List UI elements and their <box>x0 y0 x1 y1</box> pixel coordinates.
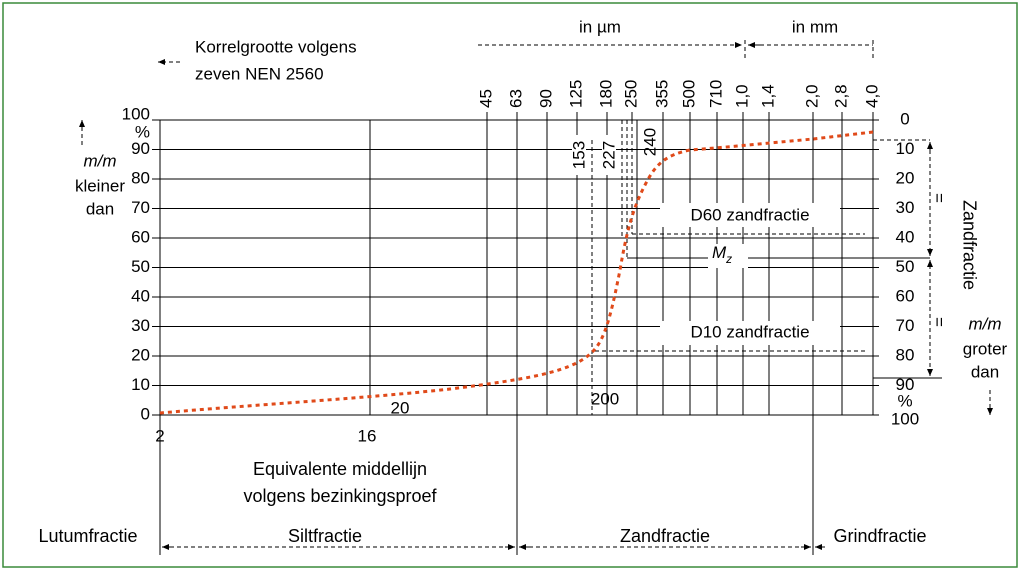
fraction-label: Siltfractie <box>288 526 362 546</box>
d10-label: D10 zandfractie <box>690 322 809 341</box>
fraction-label: Zandfractie <box>620 526 710 546</box>
inner-tick-label: 20 <box>391 398 410 417</box>
right-tick-label: 80 <box>896 345 915 364</box>
d227-label: 227 <box>599 141 618 169</box>
right-tick-label: 40 <box>896 227 915 246</box>
d153-label: 153 <box>569 141 588 169</box>
top-tick-label: 125 <box>566 80 585 108</box>
top-tick-label: 2,8 <box>831 84 850 108</box>
top-tick-label: 710 <box>706 80 725 108</box>
d240-label: 240 <box>640 128 659 156</box>
right-tick-label: 60 <box>896 286 915 305</box>
right-tick-label: 70 <box>896 316 915 335</box>
top-tick-label: 45 <box>476 89 495 108</box>
left-caption: m/m <box>83 151 116 170</box>
top-tick-label: 250 <box>621 80 640 108</box>
top-tick-label: 63 <box>506 89 525 108</box>
bottom-caption: Equivalente middellijn <box>253 459 427 479</box>
left-caption: kleiner <box>75 176 125 195</box>
right-caption: dan <box>971 362 999 381</box>
sieve-title: zeven NEN 2560 <box>195 64 324 83</box>
right-tick-label: 30 <box>896 198 915 217</box>
right-tick-label: 50 <box>896 257 915 276</box>
top-tick-label: 1,0 <box>732 84 751 108</box>
bottom-caption: volgens bezinkingsproef <box>243 486 437 506</box>
left-tick-label: 100 <box>122 104 150 123</box>
mz-sub: z <box>725 252 732 266</box>
right-tick-label: % <box>897 391 912 410</box>
mm-label: in mm <box>792 17 838 36</box>
mz-label: Mz <box>712 243 732 266</box>
left-tick-label: % <box>135 122 150 141</box>
inner-tick-label: 200 <box>591 389 619 408</box>
label-bg <box>708 244 748 268</box>
label-bg <box>572 135 586 175</box>
grid <box>152 112 879 416</box>
right-tick-label: 100 <box>891 409 919 428</box>
top-tick-label: 1,4 <box>758 84 777 108</box>
left-tick-label: 20 <box>131 345 150 364</box>
left-tick-label: 30 <box>131 316 150 335</box>
top-tick-label: 180 <box>596 80 615 108</box>
equal-mark: = <box>930 317 949 327</box>
right-tick-label: 10 <box>896 139 915 158</box>
right-caption: groter <box>963 339 1008 358</box>
label-bg <box>660 203 840 227</box>
label-bg <box>602 135 616 175</box>
label-bg <box>660 321 840 345</box>
right-caption: m/m <box>968 314 1001 333</box>
top-tick-label: 90 <box>536 89 555 108</box>
right-tick-label: 20 <box>896 168 915 187</box>
right-tick-label: 0 <box>900 109 909 128</box>
right-tick-label: 90 <box>896 375 915 394</box>
left-tick-label: 10 <box>131 375 150 394</box>
top-tick-label: 500 <box>679 80 698 108</box>
left-tick-label: 0 <box>141 404 150 423</box>
fraction-label: Lutumfractie <box>38 526 137 546</box>
d60-label: D60 zandfractie <box>690 205 809 224</box>
top-tick-label: 355 <box>652 80 671 108</box>
x-tick-label: 16 <box>358 426 377 445</box>
mz: M <box>712 243 727 262</box>
left-tick-label: 50 <box>131 257 150 276</box>
right-title: Zandfractie <box>959 200 979 290</box>
equal-mark: = <box>930 193 949 203</box>
left-tick-label: 40 <box>131 286 150 305</box>
top-tick-label: 2,0 <box>802 84 821 108</box>
left-tick-label: 70 <box>131 198 150 217</box>
left-tick-label: 90 <box>131 139 150 158</box>
sieve-title: Korrelgrootte volgens <box>195 37 357 56</box>
left-caption: dan <box>86 199 114 218</box>
grading-curve <box>159 130 874 415</box>
left-tick-label: 60 <box>131 227 150 246</box>
left-tick-label: 80 <box>131 168 150 187</box>
micron-label: in µm <box>579 17 621 36</box>
fraction-label: Grindfractie <box>833 526 926 546</box>
top-tick-label: 4,0 <box>862 84 881 108</box>
